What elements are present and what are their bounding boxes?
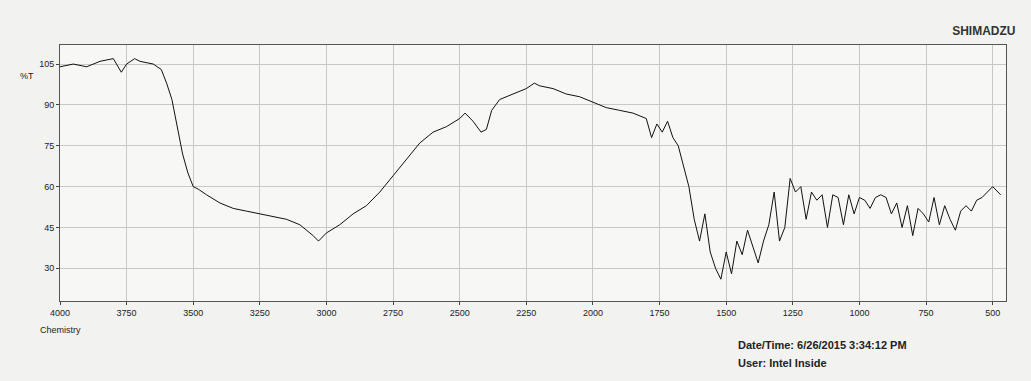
svg-text:2750: 2750 xyxy=(383,308,403,318)
svg-text:%T: %T xyxy=(20,71,34,81)
svg-text:3500: 3500 xyxy=(183,308,203,318)
svg-text:3750: 3750 xyxy=(117,308,137,318)
svg-text:1250: 1250 xyxy=(783,308,803,318)
svg-text:1750: 1750 xyxy=(650,308,670,318)
svg-text:750: 750 xyxy=(919,308,934,318)
svg-text:3000: 3000 xyxy=(316,308,336,318)
svg-text:1000: 1000 xyxy=(849,308,869,318)
svg-text:105: 105 xyxy=(39,59,54,69)
svg-text:Chemistry: Chemistry xyxy=(40,325,81,335)
svg-text:90: 90 xyxy=(44,100,54,110)
svg-text:75: 75 xyxy=(44,141,54,151)
svg-text:30: 30 xyxy=(44,263,54,273)
svg-text:1500: 1500 xyxy=(716,308,736,318)
svg-text:500: 500 xyxy=(985,308,1000,318)
svg-text:2000: 2000 xyxy=(583,308,603,318)
svg-text:4000: 4000 xyxy=(50,308,70,318)
svg-text:2500: 2500 xyxy=(450,308,470,318)
svg-text:SHIMADZU: SHIMADZU xyxy=(952,24,1015,38)
svg-text:User: Intel Inside: User: Intel Inside xyxy=(738,357,827,369)
svg-text:3250: 3250 xyxy=(250,308,270,318)
svg-text:2250: 2250 xyxy=(516,308,536,318)
svg-text:Date/Time: 6/26/2015 3:34:12 P: Date/Time: 6/26/2015 3:34:12 PM xyxy=(738,339,907,351)
svg-text:60: 60 xyxy=(44,182,54,192)
svg-text:45: 45 xyxy=(44,223,54,233)
